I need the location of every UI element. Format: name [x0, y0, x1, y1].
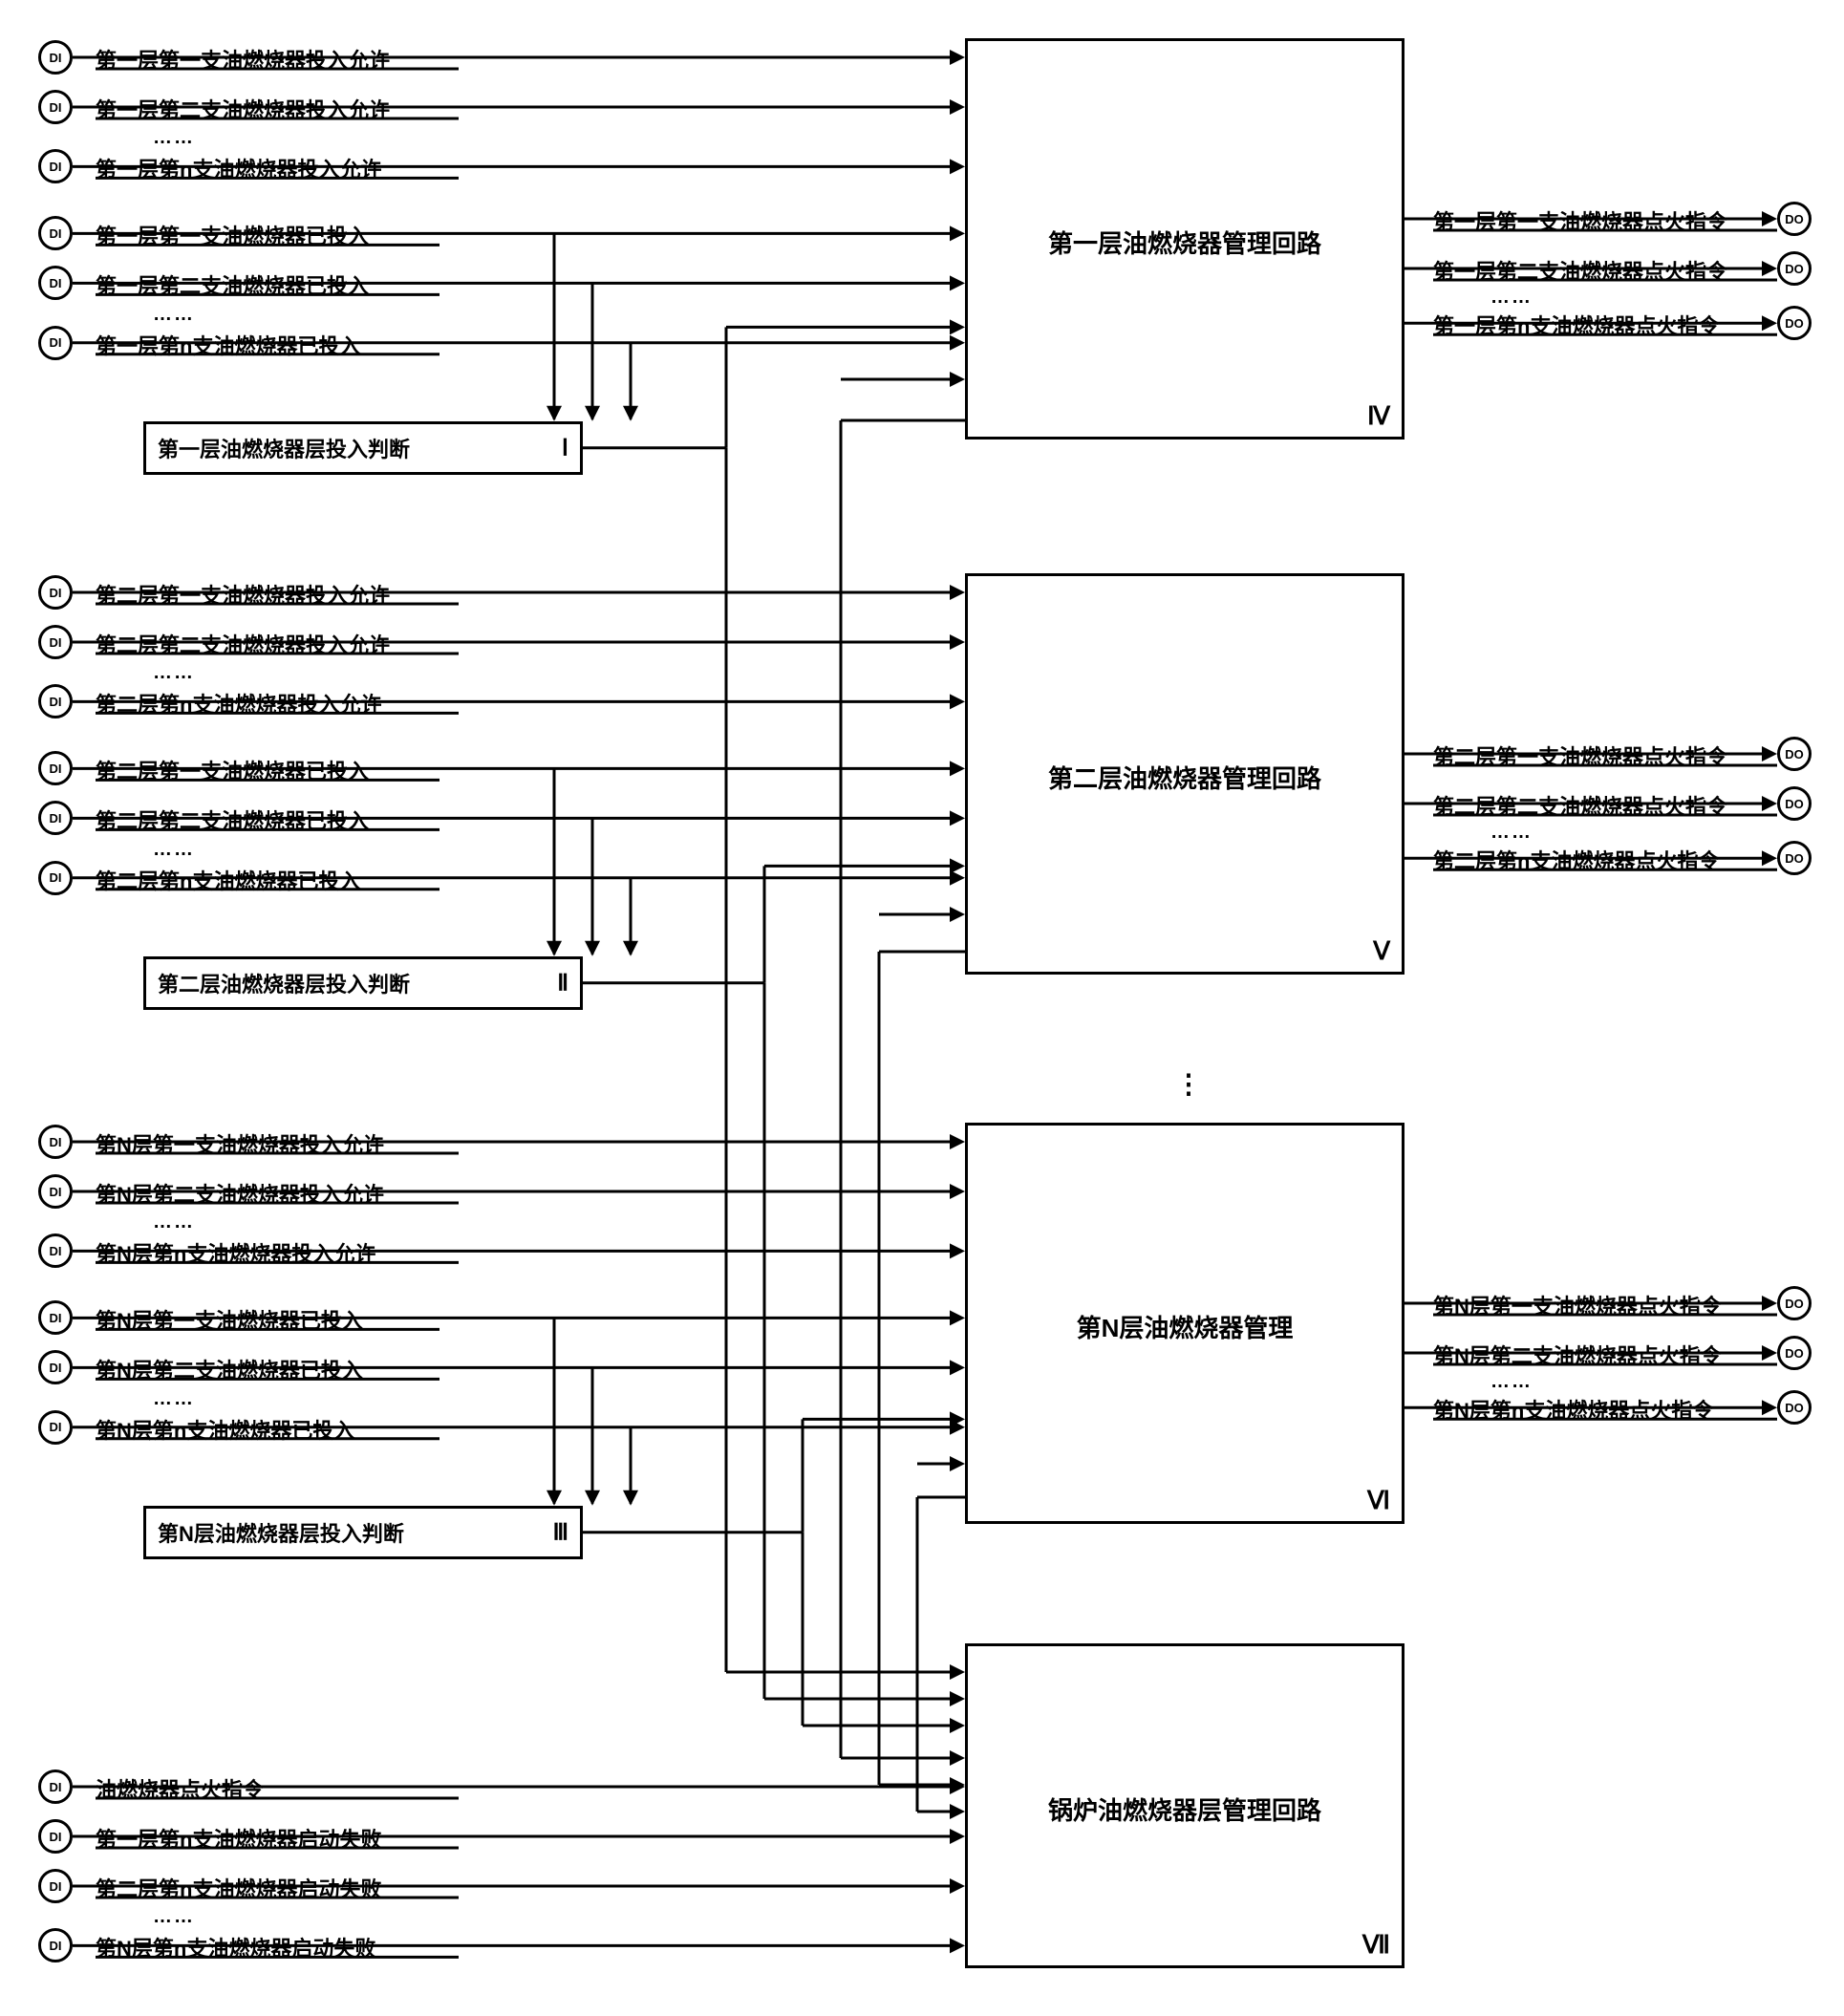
- output-label: 第N层第二支油燃烧器点火指令: [1433, 1340, 1722, 1370]
- di-icon: DI: [38, 625, 73, 659]
- di-icon: DI: [38, 575, 73, 610]
- mgmt-box-2: 第N层油燃烧器管理 Ⅵ: [965, 1123, 1404, 1524]
- mgmt-box-1: 第二层油燃烧器管理回路 Ⅴ: [965, 573, 1404, 975]
- boiler-title: 锅炉油燃烧器层管理回路: [968, 1791, 1402, 1827]
- di-icon: DI: [38, 149, 73, 183]
- output-label: 第一层第n支油燃烧器点火指令: [1433, 310, 1719, 340]
- di-icon: DI: [38, 751, 73, 785]
- input-permit-label: 第N层第n支油燃烧器投入允许: [96, 1237, 375, 1268]
- input-loaded-label: 第一层第一支油燃烧器已投入: [96, 220, 369, 250]
- mgmt-tag: Ⅳ: [1367, 401, 1390, 431]
- ellipsis: ……: [153, 1212, 195, 1233]
- output-label: 第二层第二支油燃烧器点火指令: [1433, 790, 1727, 821]
- di-icon: DI: [38, 1350, 73, 1384]
- input-loaded-label: 第N层第二支油燃烧器已投入: [96, 1354, 363, 1384]
- di-icon: DI: [38, 1233, 73, 1268]
- ellipsis: ……: [153, 662, 195, 684]
- input-loaded-label: 第N层第n支油燃烧器已投入: [96, 1414, 354, 1445]
- input-permit-label: 第二层第一支油燃烧器投入允许: [96, 579, 390, 610]
- input-loaded-label: 第一层第二支油燃烧器已投入: [96, 269, 369, 300]
- input-permit-label: 第一层第一支油燃烧器投入允许: [96, 44, 390, 75]
- boiler-box: 锅炉油燃烧器层管理回路 Ⅶ: [965, 1643, 1404, 1968]
- di-icon: DI: [38, 1410, 73, 1445]
- judge-box-1: 第二层油燃烧器层投入判断 Ⅱ: [143, 956, 583, 1010]
- output-label: 第二层第一支油燃烧器点火指令: [1433, 740, 1727, 771]
- judge-tag: Ⅲ: [552, 1518, 568, 1546]
- judge-text: 第N层油燃烧器层投入判断: [158, 1517, 404, 1548]
- ellipsis: ……: [153, 839, 195, 861]
- ellipsis: ……: [1490, 287, 1533, 309]
- input-permit-label: 第一层第n支油燃烧器投入允许: [96, 153, 381, 183]
- boiler-input-label: 第一层第n支油燃烧器启动失败: [96, 1823, 381, 1854]
- output-label: 第一层第一支油燃烧器点火指令: [1433, 205, 1727, 236]
- judge-box-0: 第一层油燃烧器层投入判断 Ⅰ: [143, 421, 583, 475]
- ellipsis: ……: [153, 304, 195, 326]
- mgmt-tag: Ⅵ: [1367, 1486, 1390, 1515]
- boiler-tag: Ⅶ: [1362, 1930, 1390, 1960]
- di-icon: DI: [38, 801, 73, 835]
- do-icon: DO: [1777, 306, 1812, 340]
- input-permit-label: 第一层第二支油燃烧器投入允许: [96, 94, 390, 124]
- input-permit-label: 第N层第一支油燃烧器投入允许: [96, 1128, 384, 1159]
- boiler-input-label: 第二层第n支油燃烧器启动失败: [96, 1873, 381, 1903]
- do-icon: DO: [1777, 737, 1812, 771]
- di-icon: DI: [38, 266, 73, 300]
- input-loaded-label: 第二层第一支油燃烧器已投入: [96, 755, 369, 785]
- input-loaded-label: 第一层第n支油燃烧器已投入: [96, 330, 360, 360]
- di-icon: DI: [38, 216, 73, 250]
- di-icon: DI: [38, 326, 73, 360]
- do-icon: DO: [1777, 1390, 1812, 1425]
- judge-tag: Ⅰ: [562, 434, 568, 461]
- ellipsis: ……: [153, 127, 195, 149]
- output-label: 第N层第n支油燃烧器点火指令: [1433, 1394, 1713, 1425]
- di-icon: DI: [38, 684, 73, 718]
- output-label: 第一层第二支油燃烧器点火指令: [1433, 255, 1727, 286]
- vertical-ellipsis: ⋮: [1175, 1080, 1194, 1089]
- judge-text: 第二层油燃烧器层投入判断: [158, 968, 410, 998]
- ellipsis: ……: [153, 1388, 195, 1410]
- mgmt-title: 第二层油燃烧器管理回路: [968, 760, 1402, 795]
- input-loaded-label: 第二层第二支油燃烧器已投入: [96, 804, 369, 835]
- output-label: 第二层第n支油燃烧器点火指令: [1433, 845, 1719, 875]
- di-icon: DI: [38, 40, 73, 75]
- di-icon: DI: [38, 1928, 73, 1962]
- judge-text: 第一层油燃烧器层投入判断: [158, 433, 410, 463]
- judge-tag: Ⅱ: [557, 969, 568, 997]
- boiler-input-label: 第N层第n支油燃烧器启动失败: [96, 1932, 375, 1962]
- di-icon: DI: [38, 1869, 73, 1903]
- ellipsis: ……: [1490, 1371, 1533, 1393]
- input-permit-label: 第N层第二支油燃烧器投入允许: [96, 1178, 384, 1209]
- do-icon: DO: [1777, 202, 1812, 236]
- input-permit-label: 第二层第n支油燃烧器投入允许: [96, 688, 381, 718]
- di-icon: DI: [38, 861, 73, 895]
- do-icon: DO: [1777, 251, 1812, 286]
- ellipsis: ……: [153, 1906, 195, 1928]
- boiler-input-label: 油燃烧器点火指令: [96, 1773, 264, 1804]
- do-icon: DO: [1777, 786, 1812, 821]
- diagram-stage: 第一层油燃烧器管理回路 Ⅳ DI 第一层第一支油燃烧器投入允许 DI 第一层第二支油燃烧器…: [0, 0, 1844, 2016]
- di-icon: DI: [38, 1125, 73, 1159]
- di-icon: DI: [38, 1300, 73, 1335]
- mgmt-box-0: 第一层油燃烧器管理回路 Ⅳ: [965, 38, 1404, 440]
- input-loaded-label: 第N层第一支油燃烧器已投入: [96, 1304, 363, 1335]
- ellipsis: ……: [1490, 822, 1533, 844]
- mgmt-title: 第N层油燃烧器管理: [968, 1309, 1402, 1344]
- input-loaded-label: 第二层第n支油燃烧器已投入: [96, 865, 360, 895]
- judge-box-2: 第N层油燃烧器层投入判断 Ⅲ: [143, 1506, 583, 1559]
- di-icon: DI: [38, 1819, 73, 1854]
- mgmt-tag: Ⅴ: [1373, 936, 1390, 966]
- output-label: 第N层第一支油燃烧器点火指令: [1433, 1290, 1722, 1320]
- di-icon: DI: [38, 1174, 73, 1209]
- do-icon: DO: [1777, 1336, 1812, 1370]
- di-icon: DI: [38, 90, 73, 124]
- input-permit-label: 第二层第二支油燃烧器投入允许: [96, 629, 390, 659]
- mgmt-title: 第一层油燃烧器管理回路: [968, 225, 1402, 260]
- di-icon: DI: [38, 1769, 73, 1804]
- do-icon: DO: [1777, 841, 1812, 875]
- do-icon: DO: [1777, 1286, 1812, 1320]
